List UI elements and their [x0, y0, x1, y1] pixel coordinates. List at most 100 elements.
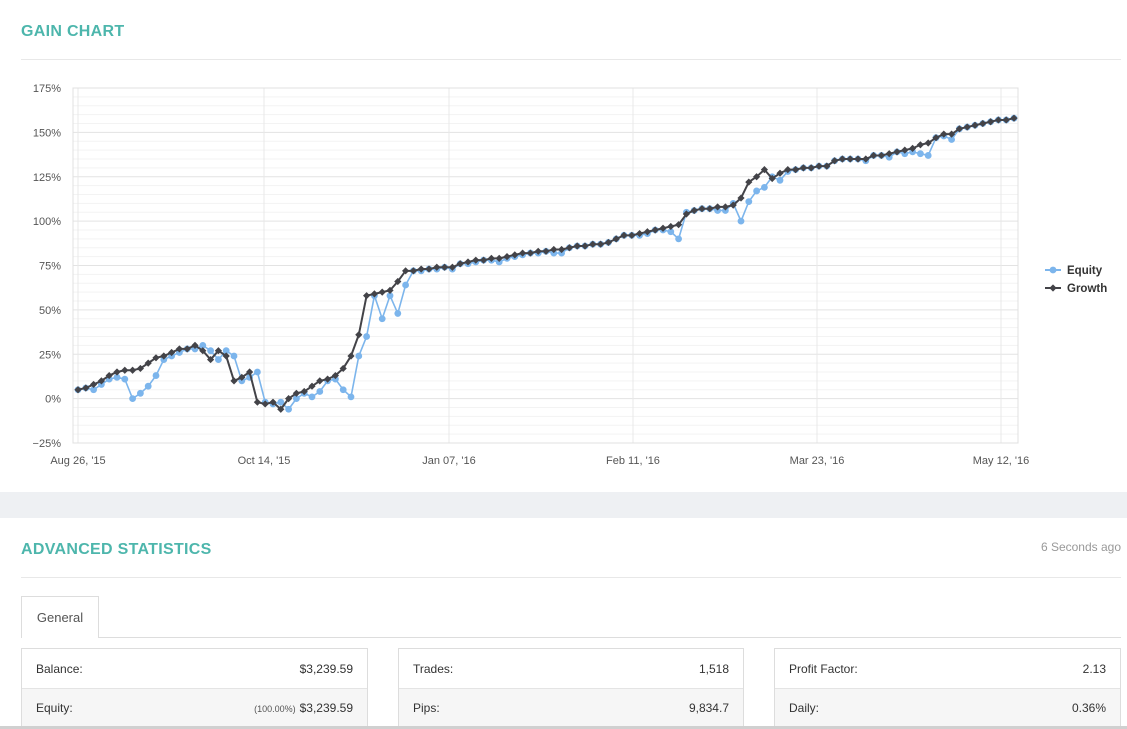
equity-point [363, 333, 370, 340]
equity-point [667, 228, 675, 236]
growth-point [136, 364, 144, 373]
trades-value: 1,518 [698, 661, 729, 676]
growth-point [292, 389, 300, 397]
equity-point [277, 398, 285, 406]
growth-point [261, 400, 269, 408]
growth-point [877, 151, 885, 160]
y-tick-label: 25% [39, 349, 61, 361]
growth-point [729, 201, 737, 209]
growth-point [378, 288, 386, 296]
growth-point [222, 352, 230, 360]
growth-point [183, 345, 191, 353]
equity-point [386, 292, 394, 300]
growth-point [113, 368, 121, 376]
growth-point [776, 169, 784, 177]
growth-point [768, 174, 776, 183]
growth-point [519, 249, 527, 257]
growth-point [82, 384, 90, 392]
growth-point [526, 249, 534, 257]
growth-point [901, 146, 909, 154]
growth-point [714, 203, 722, 211]
growth-point [612, 235, 620, 243]
growth-point [105, 371, 113, 380]
growth-point [706, 205, 714, 213]
growth-point [862, 155, 870, 163]
growth-point [74, 386, 82, 394]
title-divider [21, 577, 1121, 578]
growth-point [355, 331, 363, 339]
profit-factor-value: 2.13 [1082, 661, 1106, 676]
growth-point [643, 228, 651, 236]
equity-point [948, 136, 955, 143]
growth-point [152, 354, 160, 362]
equity-point [378, 315, 386, 323]
stat-row-daily: Daily: 0.36% [775, 688, 1120, 727]
growth-point [199, 347, 207, 355]
equity-point [199, 341, 207, 349]
growth-point [246, 368, 254, 376]
growth-point [846, 155, 854, 163]
y-tick-label: 0% [45, 394, 61, 406]
growth-point [370, 290, 378, 298]
equity-point [144, 382, 152, 390]
growth-point [433, 263, 441, 271]
growth-point [628, 231, 636, 239]
equity-point [285, 405, 292, 413]
growth-point [909, 144, 917, 152]
equity-point [129, 395, 137, 403]
growth-point [402, 267, 410, 275]
x-tick-label: May 12, '16 [973, 455, 1030, 467]
equity-point [254, 368, 261, 376]
growth-point [534, 247, 542, 255]
growth-point [253, 398, 261, 406]
growth-point [745, 178, 753, 186]
growth-point [940, 130, 948, 138]
tab-general[interactable]: General [21, 596, 99, 638]
y-tick-label: 50% [39, 305, 61, 317]
growth-point [550, 245, 558, 254]
growth-point [339, 364, 347, 373]
y-tick-label: 175% [33, 83, 61, 95]
chart-legend[interactable]: Equity Growth [1045, 265, 1107, 295]
equity-percent: (100.00%) [254, 704, 296, 714]
growth-point [347, 352, 355, 360]
growth-point [464, 258, 472, 266]
growth-point [893, 148, 901, 156]
growth-point [620, 231, 628, 239]
growth-point [386, 286, 394, 294]
growth-point [316, 377, 324, 385]
growth-point [597, 240, 605, 248]
growth-point [659, 224, 667, 232]
trades-label: Trades: [413, 661, 454, 676]
growth-point [963, 123, 971, 131]
growth-point [565, 244, 573, 252]
growth-point [667, 222, 675, 231]
y-tick-label: 100% [33, 216, 61, 228]
growth-point [441, 263, 449, 271]
equity-value: $3,239.59 [299, 701, 353, 715]
equity-point [917, 150, 924, 158]
growth-point [682, 210, 690, 218]
equity-point [347, 393, 355, 401]
equity-label: Equity: [36, 701, 73, 715]
growth-point [698, 205, 706, 213]
stat-row-pips: Pips: 9,834.7 [399, 688, 743, 727]
growth-point [721, 203, 729, 211]
growth-point [558, 245, 566, 254]
x-tick-label: Oct 14, '15 [238, 455, 291, 467]
y-tick-label: 150% [33, 127, 61, 139]
growth-point [932, 134, 940, 142]
growth-point [573, 242, 581, 250]
series-growth-line [77, 117, 1015, 411]
growth-point [815, 162, 823, 170]
growth-point [214, 347, 222, 355]
equity-point [924, 152, 932, 159]
gain-chart[interactable]: 175% 150% 125% 100% 75% 50% 25% 0% −25% Aug 26, … [0, 0, 1127, 492]
tab-divider [99, 637, 1121, 638]
series-growth [74, 114, 1018, 413]
x-tick-label: Feb 11, '16 [606, 455, 660, 467]
growth-point [589, 240, 597, 248]
growth-point [760, 166, 768, 174]
equity-point [121, 375, 129, 383]
growth-point [690, 206, 698, 215]
